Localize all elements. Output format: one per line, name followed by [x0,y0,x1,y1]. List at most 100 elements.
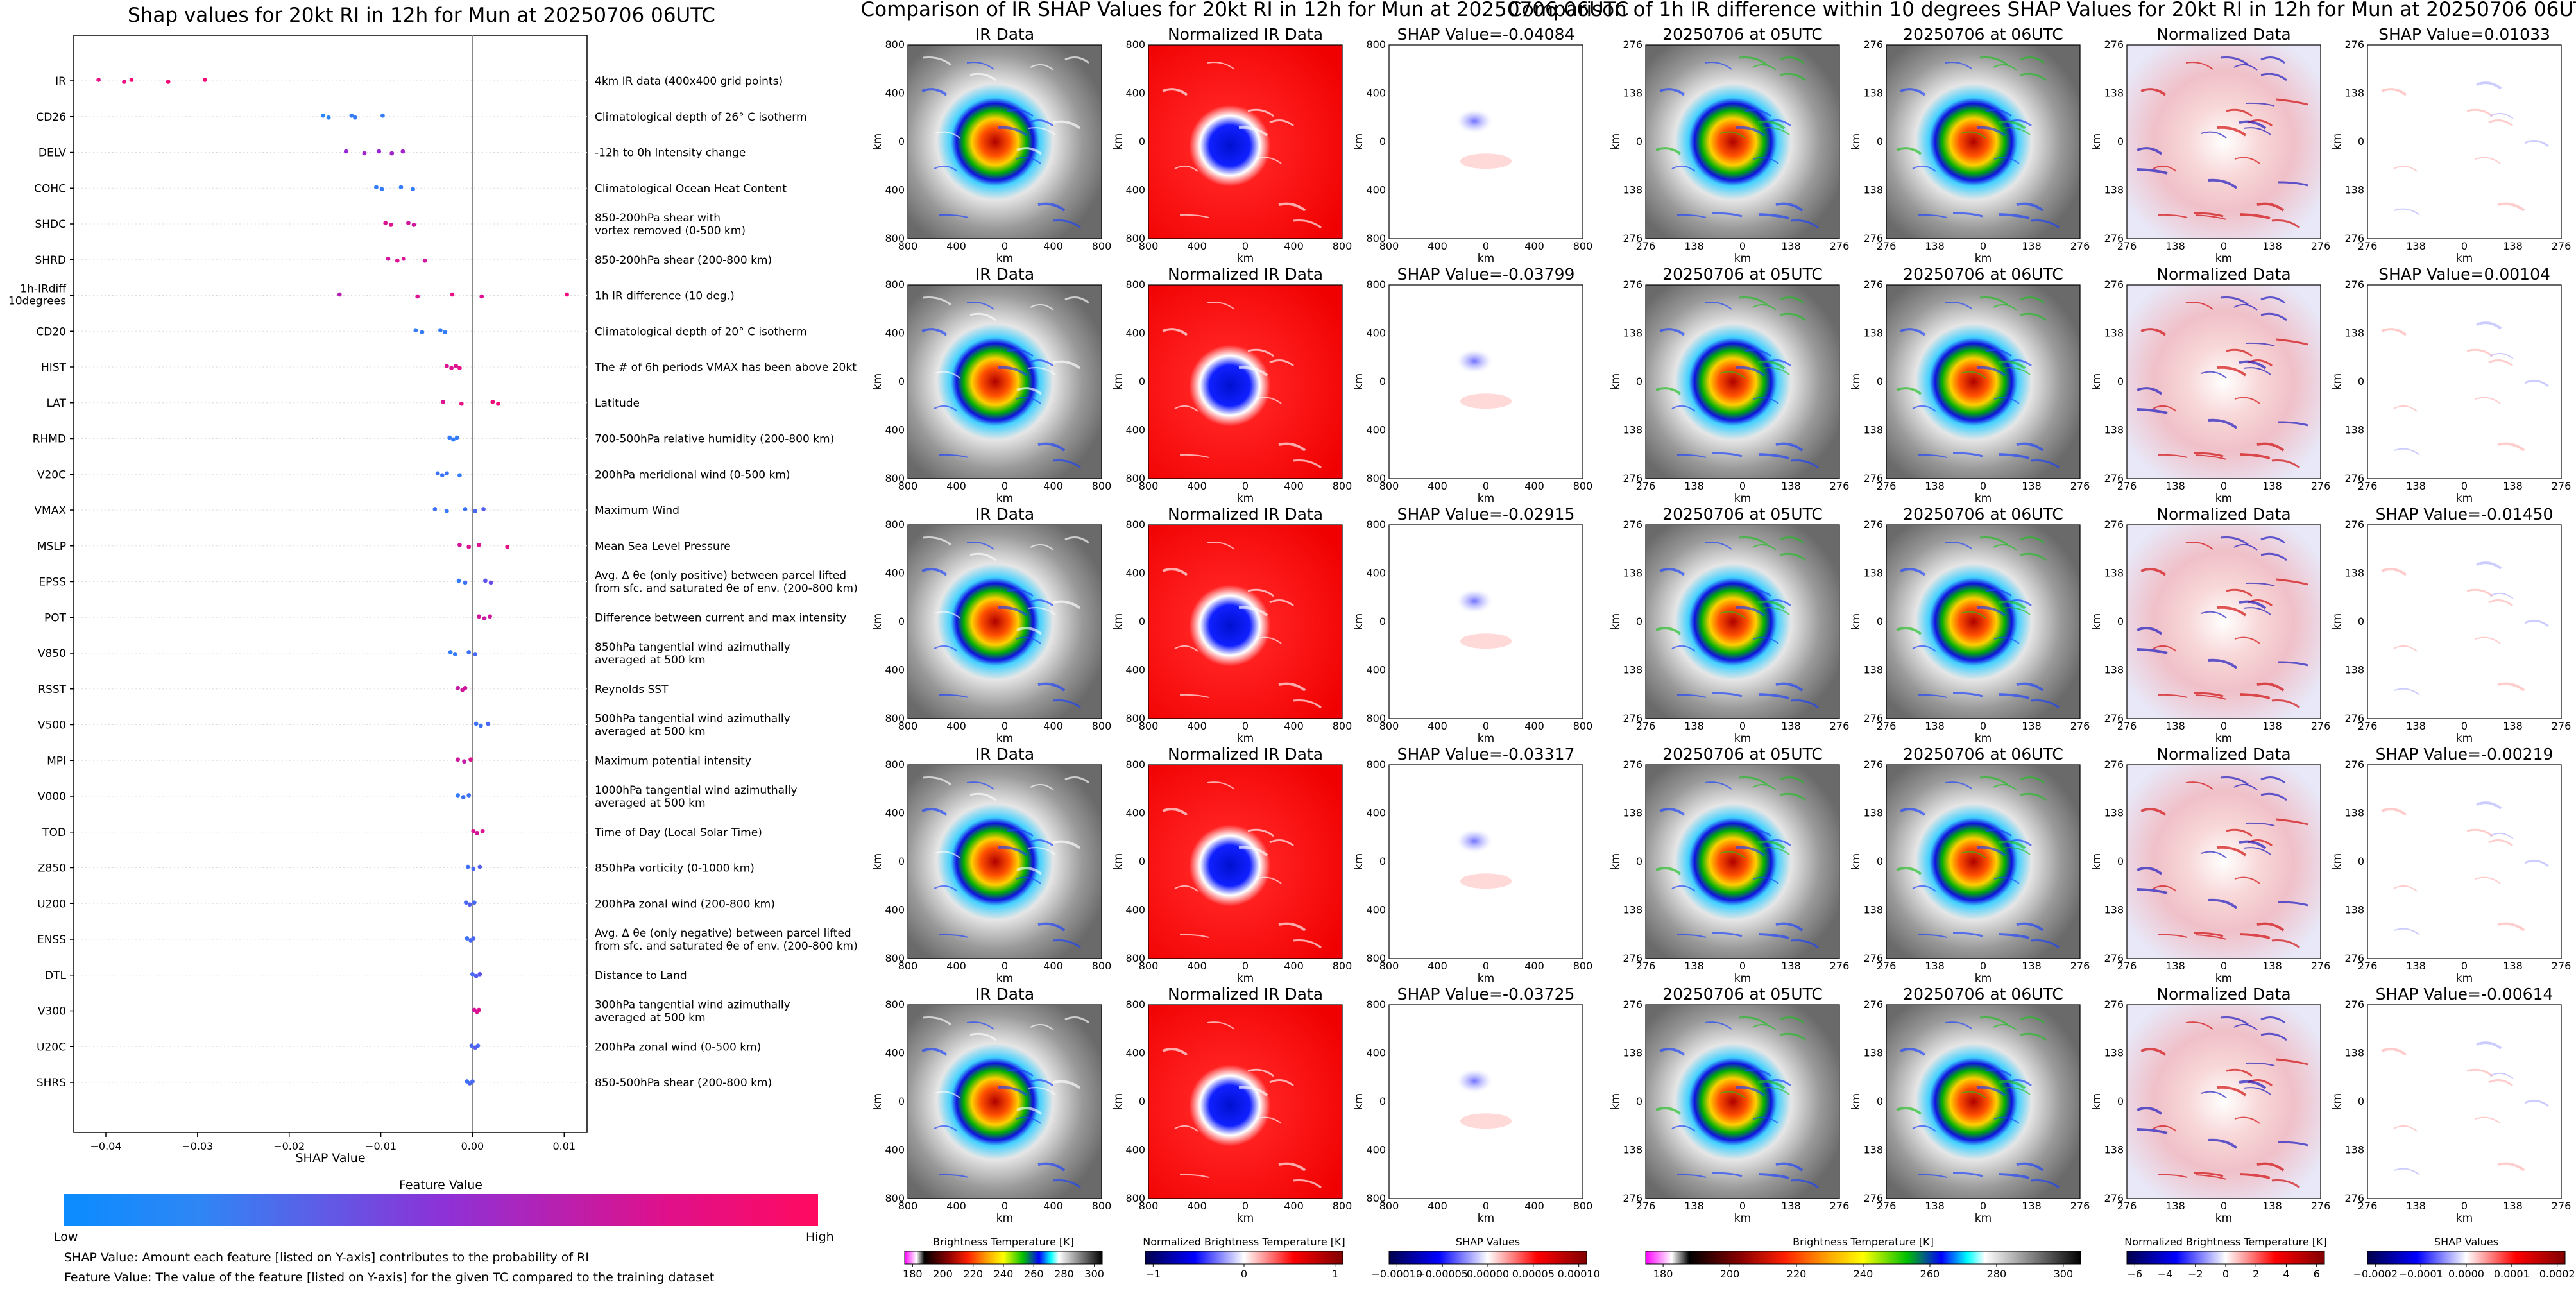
cloud-band-stroke [998,1086,1028,1097]
x-axis-label-km: km [2215,1212,2232,1225]
x-axis-tick: 0 [1002,1200,1008,1212]
x-axis-tick: 276 [1830,1200,1850,1212]
x-axis-tick: 400 [1187,1200,1207,1212]
shap-point [466,544,472,549]
cloud-band-stroke [1757,600,1786,610]
normalized-ir-title: Normalized IR Data [1168,25,1323,44]
cloud-band-stroke [2476,321,2502,330]
feature-name-label: U200 [37,898,66,910]
cloud-band-stroke [1900,568,1926,576]
cloud-band-stroke [969,792,996,801]
feature-name-label: HIST [41,361,67,374]
y-axis-tick: 800 [885,232,905,244]
cloud-band-stroke [2276,1058,2308,1066]
y-axis-tick: 0 [1877,375,1883,388]
ir-image [908,1005,1102,1199]
shap-hotspot [1439,580,1517,632]
x-axis-tick: 0 [1980,240,1986,252]
x-axis-tick: 276 [2117,720,2137,732]
x-axis-tick: 276 [1877,240,1897,252]
shap-point [479,294,484,299]
shap-point [413,328,418,333]
cloud-band-stroke [2195,214,2227,220]
cloud-band-stroke [2260,1032,2287,1041]
cloud-band-stroke [2381,88,2407,96]
x-axis-tick: 400 [1043,960,1063,972]
cloud-band-stroke [1028,1079,1053,1087]
y-axis-tick: 276 [2104,712,2124,724]
y-axis-tick: 276 [2104,278,2124,291]
colorbar-tick-label: 2 [2253,1268,2259,1280]
y-axis-label-km: km [871,613,884,630]
shap-point [459,401,464,406]
shap-point [482,616,487,621]
cloud-band-stroke [1998,120,2026,130]
x-axis-label-km: km [1237,252,1254,265]
cloud-band-stroke [2208,1138,2238,1149]
cloud-band-stroke [2158,454,2188,458]
cloud-band-stroke [1912,405,1936,412]
cloud-band-stroke [1676,214,1707,218]
ir-data-title: IR Data [975,745,1034,764]
feature-description: 200hPa zonal wind (200-800 km) [595,898,775,910]
y-axis-tick: 276 [1623,472,1642,484]
cloud-band-stroke [2153,645,2177,652]
subplot-frame [2126,284,2321,479]
subplot-frame [1388,1004,1583,1199]
cloud-band-stroke [2256,1162,2285,1172]
cloud-band-stroke [1037,1162,1066,1172]
cloud-band-stroke [934,1125,958,1132]
y-axis-tick: 276 [1623,518,1642,531]
x-axis-label-km: km [996,492,1013,505]
feature-description: 1000hPa tangential wind azimuthally [595,784,798,797]
x-axis-tick: 400 [1428,480,1447,492]
shap-positive-region [1460,153,1512,169]
cloud-band-stroke [2140,808,2167,816]
cloud-band-stroke [1676,934,1707,938]
cloud-band-stroke [2217,366,2247,377]
cloud-band-stroke [1719,1091,1746,1098]
y-axis-label-km: km [1112,613,1125,630]
subplot-frame [907,284,1102,479]
shap-point [470,1079,475,1084]
y-axis-tick: 138 [1863,664,1883,676]
cloud-band-stroke [2488,359,2513,367]
y-axis-label-km: km [1609,853,1622,870]
cloud-band-stroke [966,302,994,310]
shap-point [326,115,331,120]
cloud-band-stroke [934,165,958,172]
y-axis-tick: 400 [1125,567,1145,579]
cloud-band-stroke [2239,453,2271,459]
feature-description: from sfc. and saturated θe of env. (200-… [595,940,858,953]
normalized-data-title: Normalized Data [2156,745,2290,764]
subplot-frame [907,524,1102,719]
cloud-band-stroke [1960,611,1986,619]
subplot-frame [2367,764,2562,959]
y-axis-tick: 400 [1125,327,1145,339]
x-axis-tick: 138 [2022,720,2042,732]
y-axis-label-km: km [871,1093,884,1110]
x-axis-tick: 800 [1573,480,1593,492]
cloud-band-stroke [2489,592,2514,599]
y-axis-tick: 400 [1366,327,1386,339]
normalized-ir-title: Normalized IR Data [1168,985,1323,1003]
cloud-band-stroke [1753,397,1779,404]
cloud-band-stroke [1053,600,1081,610]
cloud-band-stroke [1758,453,1789,459]
ir-data-title: IR Data [975,25,1034,44]
cloud-band-stroke [1053,1080,1081,1089]
cloud-band-stroke [1775,1162,1804,1172]
x-axis-tick: 0 [1002,720,1008,732]
cloud-band-stroke [1762,1087,1790,1095]
cloud-band-stroke [1256,636,1282,644]
cloud-band-stroke [2489,1072,2514,1079]
cloud-band-stroke [1028,359,1053,367]
cloud-band-stroke [2239,120,2267,130]
x-axis-tick: 800 [1333,240,1352,252]
ir-snapshot-image [1646,765,1839,959]
cloud-band-stroke [2220,776,2249,786]
y-axis-label-km: km [2090,853,2103,870]
cloud-band-stroke [2016,442,2044,452]
cloud-band-stroke [2497,442,2525,452]
x-axis-tick: 0 [1002,960,1008,972]
